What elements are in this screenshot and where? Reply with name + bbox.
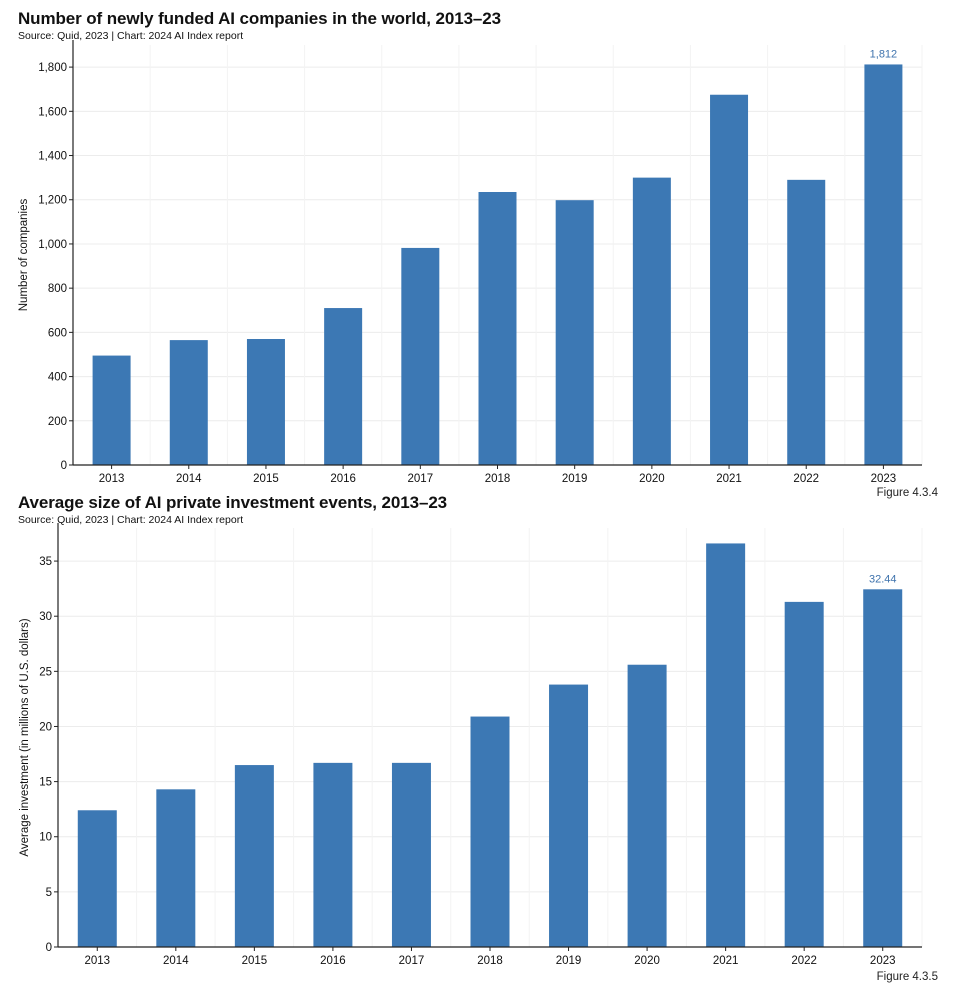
- bar-2014: [156, 789, 196, 947]
- bar-2018: [478, 192, 517, 465]
- x-tick-label: 2013: [84, 955, 110, 967]
- chart-panel-companies: Number of newly funded AI companies in t…: [18, 9, 938, 499]
- x-tick-label: 2019: [562, 473, 588, 485]
- y-tick-label: 1,000: [38, 239, 67, 251]
- y-tick-label: 1,600: [38, 106, 67, 118]
- x-tick-label: 2017: [399, 955, 425, 967]
- x-tick-label: 2017: [408, 473, 434, 485]
- x-tick-label: 2015: [242, 955, 268, 967]
- bar-2020: [627, 664, 667, 947]
- bar-2015: [246, 339, 285, 465]
- bar-2022: [787, 179, 826, 465]
- bar-2021: [706, 543, 746, 947]
- bar-chart-companies: 0 200 400 600 800 1,000 1,200 1,400 1,600 1,800 20…: [18, 40, 923, 485]
- bar-2018: [470, 716, 510, 947]
- figure-label: Figure 4.3.5: [876, 971, 938, 983]
- chart-panel-investment: Average size of AI private investment ev…: [0, 488, 960, 987]
- x-tick-label: 2013: [99, 473, 125, 485]
- bar-2020: [632, 177, 671, 465]
- bar-2015: [234, 765, 274, 947]
- y-tick-label: 15: [39, 777, 52, 789]
- chart-title: Average size of AI private investment ev…: [18, 493, 448, 512]
- chart-source: Source: Quid, 2023 | Chart: 2024 AI Inde…: [18, 30, 244, 42]
- bar-2021: [710, 94, 749, 465]
- bar-2023: [864, 64, 903, 465]
- x-tick-label: 2020: [639, 473, 665, 485]
- bar-2019: [555, 200, 594, 465]
- x-tick-label: 2015: [253, 473, 279, 485]
- x-tick-label: 2019: [556, 955, 582, 967]
- y-axis-title: Number of companies: [18, 199, 30, 312]
- y-tick-label: 20: [39, 721, 52, 733]
- figure-label: Figure 4.3.4: [876, 487, 938, 499]
- bar-2022: [784, 601, 824, 947]
- y-tick-label: 0: [61, 460, 67, 472]
- x-tick-label: 2022: [793, 473, 819, 485]
- y-tick-label: 10: [39, 832, 52, 844]
- chart-title: Number of newly funded AI companies in t…: [18, 9, 502, 28]
- x-tick-label: 2016: [330, 473, 356, 485]
- data-label: 32.44: [869, 573, 897, 585]
- x-tick-label: 2018: [485, 473, 511, 485]
- bar-2017: [401, 247, 440, 465]
- x-tick-label: 2014: [176, 473, 202, 485]
- x-tick-label: 2016: [320, 955, 346, 967]
- y-tick-label: 600: [48, 327, 67, 339]
- bar-2013: [77, 810, 117, 947]
- x-tick-label: 2022: [791, 955, 817, 967]
- bar-2013: [92, 355, 131, 465]
- x-tick-label: 2020: [634, 955, 660, 967]
- data-label: 1,812: [870, 48, 898, 60]
- bar-2019: [549, 684, 589, 947]
- x-tick-label: 2014: [163, 955, 189, 967]
- y-tick-label: 1,400: [38, 151, 67, 163]
- y-tick-label: 400: [48, 372, 67, 384]
- bar-chart-investment: 0 5 10 15 20 25 30 35 2013 2014 2015 2016 2017 2018 20…: [19, 523, 923, 967]
- y-tick-label: 1,200: [38, 195, 67, 207]
- x-tick-label: 2018: [477, 955, 503, 967]
- y-tick-label: 200: [48, 416, 67, 428]
- bar-2016: [313, 762, 353, 947]
- x-tick-label: 2021: [716, 473, 742, 485]
- x-tick-label: 2021: [713, 955, 739, 967]
- y-tick-label: 800: [48, 283, 67, 295]
- chart-source: Source: Quid, 2023 | Chart: 2024 AI Inde…: [18, 514, 244, 526]
- x-tick-label: 2023: [870, 955, 896, 967]
- x-tick-label: 2023: [871, 473, 897, 485]
- bar-2016: [324, 308, 363, 465]
- bar-2023: [863, 589, 903, 947]
- y-tick-label: 0: [46, 942, 52, 954]
- bar-2017: [391, 762, 431, 947]
- y-tick-label: 1,800: [38, 62, 67, 74]
- y-tick-label: 30: [39, 611, 52, 623]
- y-tick-label: 5: [46, 887, 52, 899]
- y-tick-label: 25: [39, 666, 52, 678]
- bar-2014: [169, 340, 208, 465]
- y-tick-label: 35: [39, 556, 52, 568]
- y-axis-title: Average investment (in millions of U.S. …: [19, 618, 31, 856]
